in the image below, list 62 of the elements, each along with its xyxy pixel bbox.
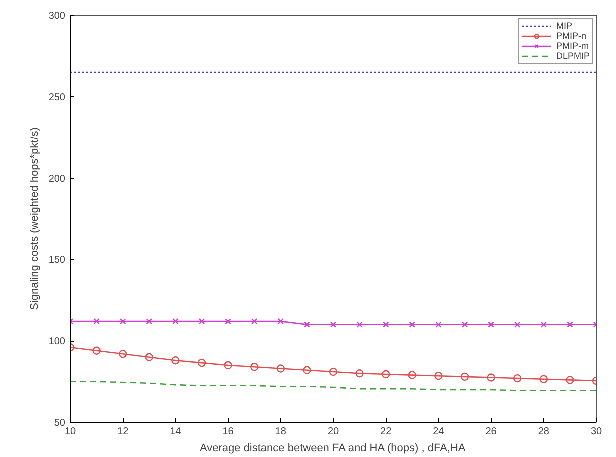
point <box>436 322 442 328</box>
point <box>567 322 574 328</box>
point <box>514 374 522 383</box>
point <box>488 322 494 328</box>
point <box>198 358 206 368</box>
point <box>92 346 101 355</box>
point <box>434 372 443 380</box>
point <box>303 366 312 374</box>
x-axis-title: Average distance between FA and HA (hops) , dFA,HA <box>200 442 466 454</box>
point <box>225 318 232 325</box>
point <box>252 318 258 325</box>
point <box>514 322 521 328</box>
point <box>224 361 232 370</box>
point <box>540 322 547 328</box>
x-tick-label: 10 <box>64 426 76 438</box>
point <box>408 371 416 380</box>
x-tick-label: 20 <box>328 426 340 438</box>
point <box>120 318 126 325</box>
point <box>356 322 363 328</box>
point <box>329 368 338 376</box>
x-tick-label: 28 <box>538 426 550 438</box>
y-tick-label: 300 <box>48 11 66 22</box>
point <box>460 372 470 382</box>
y-tick-label: 200 <box>48 174 66 185</box>
point <box>172 318 179 325</box>
point <box>198 318 206 325</box>
x-tick-label: 18 <box>275 426 287 438</box>
y-tick-label: 250 <box>48 92 66 104</box>
point <box>330 322 337 328</box>
point <box>462 322 468 328</box>
point <box>382 370 390 379</box>
x-tick-label: 12 <box>118 426 130 438</box>
y-tick-label: 100 <box>48 336 66 348</box>
point <box>566 376 574 384</box>
legend-label: DLPMIP <box>556 51 590 61</box>
y-tick-label: 150 <box>48 255 66 266</box>
x-tick-label: 16 <box>222 426 234 438</box>
point <box>94 318 100 325</box>
legend-label: MIP <box>556 21 574 31</box>
legend-label: PMIP-m <box>556 41 589 51</box>
line-series <box>70 381 596 392</box>
point <box>172 356 180 365</box>
point <box>356 370 364 378</box>
point <box>119 350 128 358</box>
x-tick-label: 30 <box>590 426 602 438</box>
x-tick-label: 14 <box>170 426 182 438</box>
point <box>250 363 259 372</box>
point <box>278 318 284 325</box>
point <box>276 364 285 373</box>
x-tick-label: 22 <box>380 426 392 438</box>
point <box>540 375 548 384</box>
point <box>304 322 310 328</box>
y-tick-label: 50 <box>54 418 66 429</box>
point <box>409 322 416 328</box>
x-tick-label: 24 <box>433 426 445 438</box>
point <box>145 353 154 362</box>
legend-label: PMIP-n <box>556 31 586 41</box>
point <box>383 322 390 328</box>
point <box>487 374 496 382</box>
y-axis-title: Signaling costs (weighted hops*pkt/s) <box>28 128 41 310</box>
point <box>146 318 152 325</box>
x-tick-label: 26 <box>486 426 498 438</box>
